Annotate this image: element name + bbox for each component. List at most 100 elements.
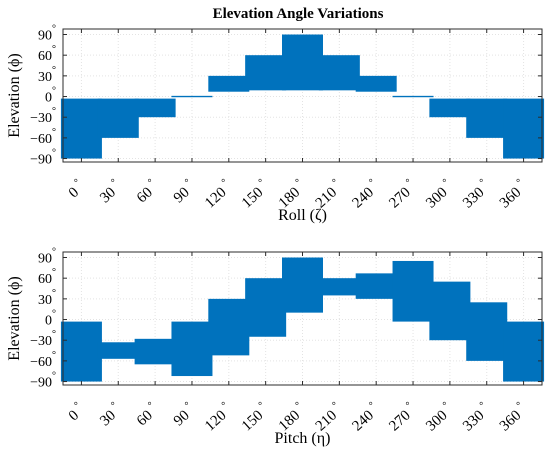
y-tick-degree: ° <box>52 309 56 320</box>
y-tick-label: 0 <box>45 91 52 106</box>
x-tick-label: 270° <box>384 177 419 212</box>
x-axis-label: Roll (ζ) <box>278 207 327 224</box>
x-tick-degree: ° <box>257 177 267 188</box>
x-tick-degree: ° <box>220 177 230 188</box>
chart-panel-1: −90 °−60 °−30 °0 °30 °60 °90 °0°30°60°90°120°15… <box>6 24 545 224</box>
bar-180 <box>282 257 323 313</box>
x-tick-label: 30° <box>95 177 125 207</box>
x-tick-degree: ° <box>109 177 119 188</box>
y-tick-label: 0 <box>45 314 52 329</box>
bar-330 <box>466 302 508 361</box>
x-tick-degree: ° <box>515 400 525 411</box>
y-tick-degree: ° <box>52 329 56 340</box>
bar-30 <box>97 342 139 359</box>
x-tick-label: 30° <box>95 400 125 430</box>
x-tick-label: 360° <box>495 177 530 212</box>
x-tick-degree: ° <box>72 177 82 188</box>
bar-30 <box>97 98 139 138</box>
bar-150 <box>245 278 287 337</box>
x-tick-degree: ° <box>220 400 230 411</box>
y-tick-label: 30 <box>38 70 52 85</box>
x-tick-label: 300° <box>421 400 456 435</box>
x-tick-label: 0° <box>64 177 88 201</box>
y-tick-label: −60 <box>30 132 52 147</box>
x-tick-label: 240° <box>348 400 383 435</box>
bar-300 <box>429 281 471 341</box>
y-axis-label: Elevation (ϕ) <box>6 53 23 137</box>
x-tick-label: 270° <box>384 400 419 435</box>
y-tick-degree: ° <box>52 371 56 382</box>
x-tick-degree: ° <box>367 177 377 188</box>
x-tick-degree: ° <box>146 177 156 188</box>
bar-210 <box>318 55 360 91</box>
x-tick-degree: ° <box>478 177 488 188</box>
y-tick-label: 90 <box>38 252 52 267</box>
y-tick-label: 30 <box>38 293 52 308</box>
y-tick-degree: ° <box>52 247 56 258</box>
bar-180 <box>282 34 323 91</box>
x-tick-label: 60° <box>132 177 162 207</box>
y-tick-degree: ° <box>52 350 56 361</box>
bar-210 <box>318 278 360 296</box>
x-tick-label: 0° <box>64 400 88 424</box>
y-tick-label: 60 <box>38 49 52 64</box>
x-tick-degree: ° <box>183 400 193 411</box>
y-tick-label: 90 <box>38 29 52 44</box>
x-tick-label: 150° <box>237 400 272 435</box>
bar-60 <box>134 98 176 118</box>
y-axis-label: Elevation (ϕ) <box>6 276 23 360</box>
x-tick-label: 330° <box>458 400 493 435</box>
x-tick-label: 90° <box>169 400 199 430</box>
x-axis-label: Pitch (η) <box>275 430 331 447</box>
y-tick-degree: ° <box>52 86 56 97</box>
x-tick-degree: ° <box>294 177 304 188</box>
y-tick-label: −90 <box>30 376 52 391</box>
x-tick-degree: ° <box>441 177 451 188</box>
y-tick-degree: ° <box>52 127 56 138</box>
x-tick-label: 330° <box>458 177 493 212</box>
x-tick-degree: ° <box>478 400 488 411</box>
bar-60 <box>134 338 176 365</box>
x-tick-degree: ° <box>330 177 340 188</box>
x-tick-label: 120° <box>200 400 235 435</box>
y-tick-label: −90 <box>30 153 52 168</box>
y-tick-label: −30 <box>30 111 52 126</box>
bar-270 <box>392 95 434 98</box>
x-tick-degree: ° <box>515 177 525 188</box>
bar-240 <box>355 75 397 92</box>
x-tick-label: 300° <box>421 177 456 212</box>
x-tick-degree: ° <box>404 400 414 411</box>
x-tick-label: 60° <box>132 400 162 430</box>
bar-90 <box>171 321 213 377</box>
bar-270 <box>392 260 434 322</box>
y-tick-label: 60 <box>38 272 52 287</box>
bar-240 <box>355 273 397 299</box>
x-tick-degree: ° <box>146 400 156 411</box>
bar-0 <box>60 98 102 159</box>
y-tick-degree: ° <box>52 44 56 55</box>
x-tick-degree: ° <box>72 400 82 411</box>
chart-panel-2: −90 °−60 °−30 °0 °30 °60 °90 °0°30°60°90°120°15… <box>6 247 545 447</box>
chart-title: Elevation Angle Variations <box>213 6 384 22</box>
x-tick-label: 360° <box>495 400 530 435</box>
x-tick-degree: ° <box>404 177 414 188</box>
bar-150 <box>245 55 287 91</box>
y-tick-degree: ° <box>52 106 56 117</box>
bar-360 <box>503 98 545 159</box>
y-tick-label: −30 <box>30 334 52 349</box>
bar-120 <box>208 75 250 92</box>
y-tick-degree: ° <box>52 148 56 159</box>
bar-0 <box>60 321 102 382</box>
x-tick-degree: ° <box>109 400 119 411</box>
bar-120 <box>208 298 250 356</box>
y-tick-label: −60 <box>30 355 52 370</box>
x-tick-degree: ° <box>183 177 193 188</box>
x-tick-degree: ° <box>441 400 451 411</box>
x-tick-degree: ° <box>257 400 267 411</box>
y-tick-degree: ° <box>52 267 56 278</box>
x-tick-degree: ° <box>294 400 304 411</box>
x-tick-label: 90° <box>169 177 199 207</box>
x-tick-label: 120° <box>200 177 235 212</box>
y-tick-degree: ° <box>52 24 56 35</box>
